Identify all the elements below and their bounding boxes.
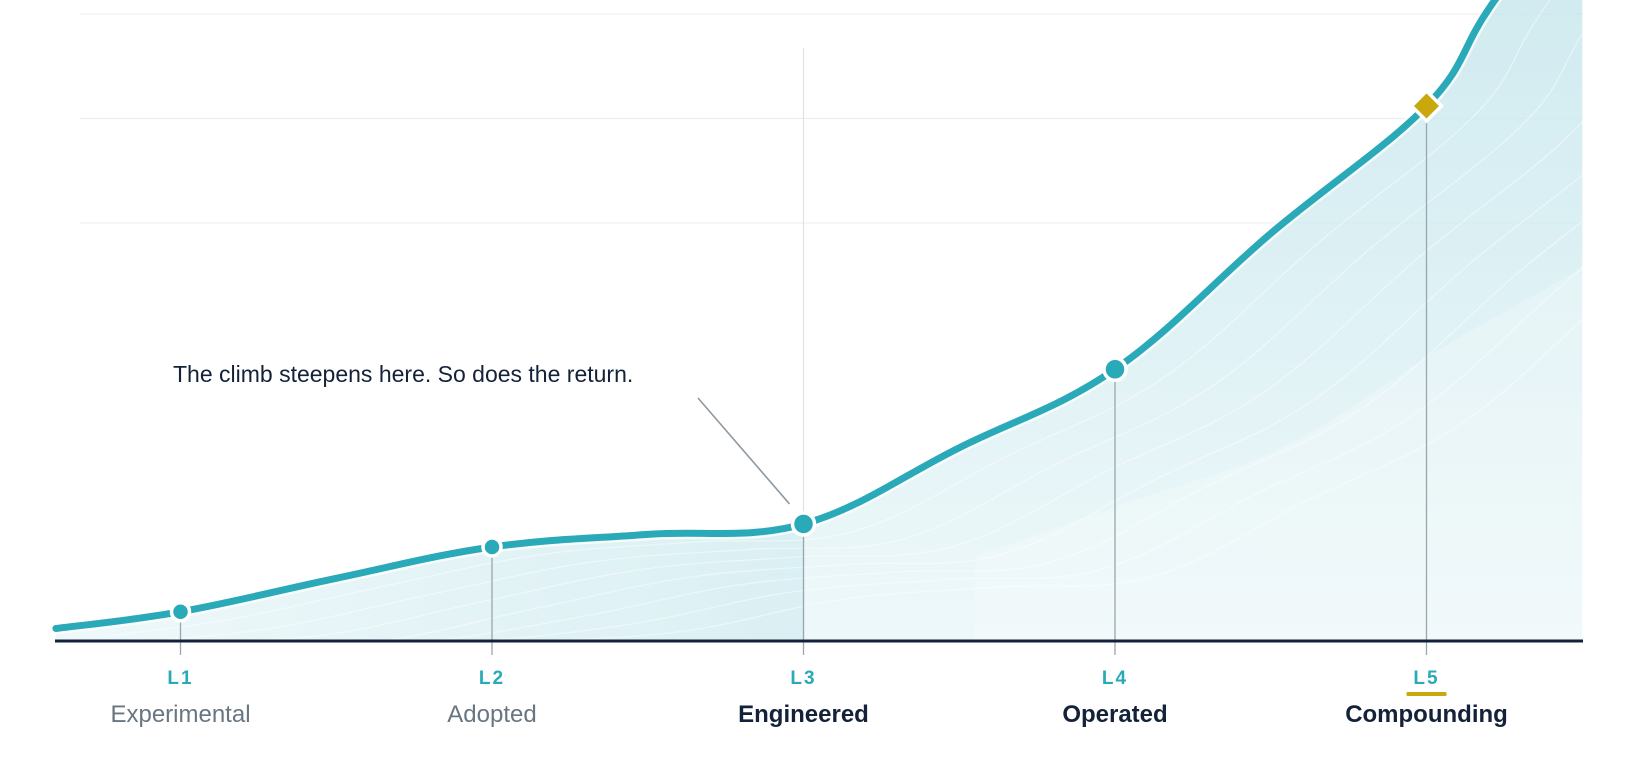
area-texture-line xyxy=(305,220,1583,641)
tick-label-l3: L3 xyxy=(790,668,816,689)
tick-label-l5: L5 xyxy=(1413,668,1439,689)
level-name-l1: Experimental xyxy=(110,701,250,728)
marker-l2 xyxy=(481,536,503,558)
area-under-curve xyxy=(55,0,1583,641)
area-highlight-band xyxy=(974,266,1583,641)
area-texture-line xyxy=(155,31,1583,641)
annotation-leader-line xyxy=(697,397,791,505)
tick-label-l4: L4 xyxy=(1102,668,1128,689)
marker-l1 xyxy=(169,600,192,623)
area-texture-line xyxy=(105,0,1551,637)
current-level-underline xyxy=(1406,692,1447,696)
tick-label-l2: L2 xyxy=(479,668,505,689)
area-texture-line xyxy=(404,317,1583,641)
level-name-l3: Engineered xyxy=(738,701,869,728)
annotation: The climb steepens here. So does the ret… xyxy=(173,361,791,505)
level-markers xyxy=(169,88,1444,623)
area-texture-line xyxy=(354,266,1583,641)
level-guides xyxy=(179,48,1428,655)
annotation-text: The climb steepens here. So does the ret… xyxy=(173,361,633,387)
area-texture-line xyxy=(255,173,1583,641)
level-labels: L1 Experimental L2 Adopted L3 Engineered L4 Ope… xyxy=(110,668,1507,728)
area-texture-line xyxy=(205,120,1583,641)
tick-label-l1: L1 xyxy=(167,668,193,689)
marker-l4 xyxy=(1102,356,1128,383)
level-name-l5: Compounding xyxy=(1345,701,1508,728)
area-fill xyxy=(55,0,1583,641)
marker-l3 xyxy=(790,511,817,537)
marker-l5 xyxy=(1409,88,1444,124)
area-early-region xyxy=(55,524,804,641)
level-name-l4: Operated xyxy=(1062,701,1167,728)
level-name-l2: Adopted xyxy=(447,701,536,728)
